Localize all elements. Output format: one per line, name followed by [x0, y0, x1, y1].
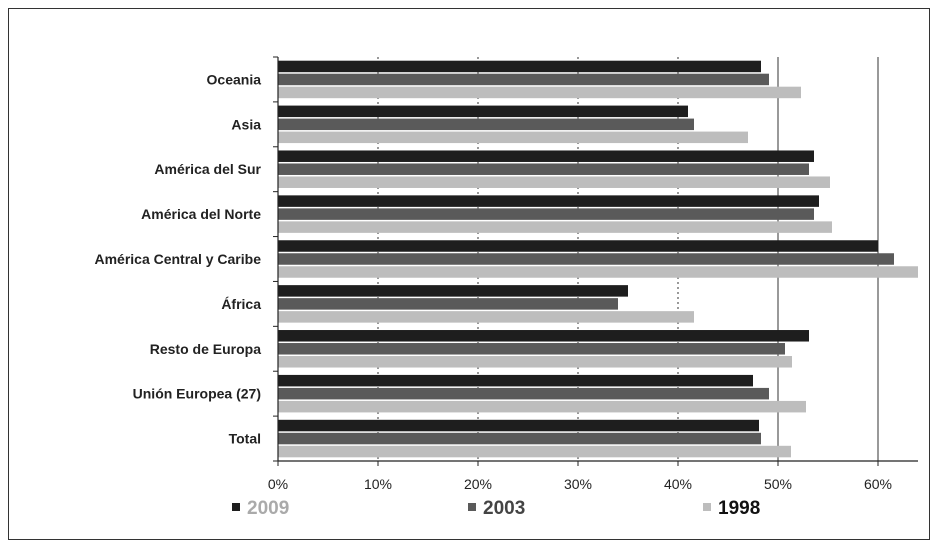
bar-2009-8	[278, 419, 759, 432]
category-label: Total	[229, 431, 261, 447]
bar-1998-3	[278, 221, 832, 233]
bar-1998-0	[278, 86, 801, 99]
bar-1998-6	[278, 356, 792, 368]
category-label: América del Norte	[141, 206, 261, 222]
bar-2009-2	[278, 150, 814, 162]
legend-label-1998: 1998	[718, 498, 760, 519]
bar-2009-6	[278, 330, 809, 342]
bar-2003-0	[278, 73, 769, 86]
bar-1998-4	[278, 266, 918, 278]
bar-2009-7	[278, 374, 753, 387]
legend-swatch-1998	[703, 503, 711, 511]
bar-2003-1	[278, 118, 694, 131]
bar-2003-6	[278, 343, 785, 355]
bar-2009-1	[278, 105, 688, 118]
bar-1998-7	[278, 400, 806, 413]
bar-2003-5	[278, 298, 618, 310]
category-label: Asia	[231, 116, 261, 132]
x-tick-label: 50%	[764, 476, 792, 492]
x-tick-label: 40%	[664, 476, 692, 492]
category-label: África	[221, 296, 261, 312]
bar-1998-1	[278, 131, 748, 144]
bar-2003-2	[278, 163, 809, 175]
x-tick-label: 0%	[268, 476, 288, 492]
legend-swatch-2009	[232, 503, 240, 511]
legend-label-2009: 2009	[247, 498, 289, 519]
category-label: Oceania	[207, 71, 262, 87]
category-label: América Central y Caribe	[94, 251, 261, 267]
bar-1998-5	[278, 311, 694, 323]
category-label: América del Sur	[154, 161, 261, 177]
bar-2009-4	[278, 240, 878, 252]
x-tick-label: 10%	[364, 476, 392, 492]
bar-2009-0	[278, 60, 761, 73]
bar-2009-5	[278, 285, 628, 297]
x-tick-label: 60%	[864, 476, 892, 492]
bar-2003-4	[278, 253, 894, 265]
bar-1998-2	[278, 176, 830, 188]
x-tick-label: 20%	[464, 476, 492, 492]
bar-1998-8	[278, 445, 791, 458]
category-label: Resto de Europa	[150, 341, 261, 357]
bar-2003-8	[278, 432, 761, 445]
x-tick-label: 30%	[564, 476, 592, 492]
bar-2003-3	[278, 208, 814, 220]
bar-2003-7	[278, 387, 769, 400]
legend-swatch-2003	[468, 503, 476, 511]
bar-2009-3	[278, 195, 819, 207]
category-label: Unión Europea (27)	[133, 386, 261, 402]
legend-label-2003: 2003	[483, 498, 525, 519]
